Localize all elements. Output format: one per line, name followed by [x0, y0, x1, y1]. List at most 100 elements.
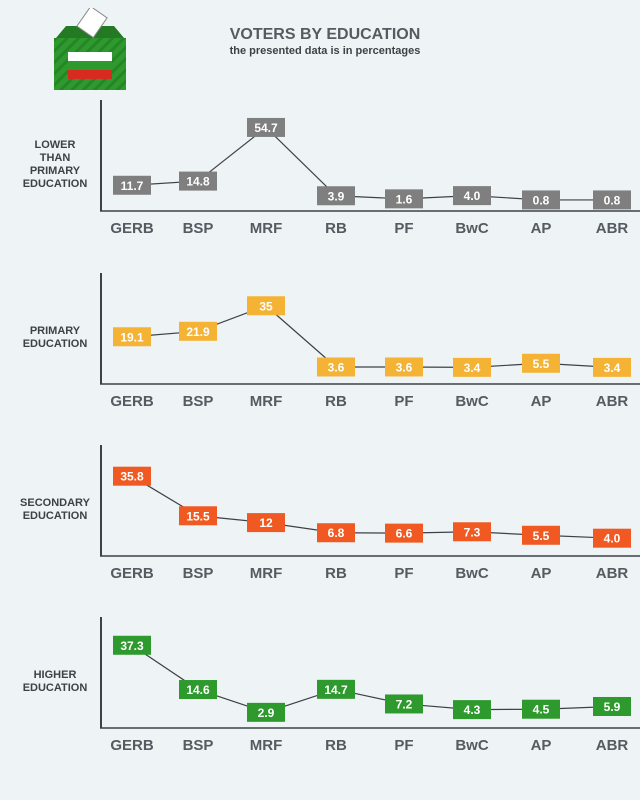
data-marker [593, 357, 631, 377]
x-tick-label: GERB [110, 220, 154, 237]
data-marker [247, 117, 285, 137]
data-marker [247, 296, 285, 316]
data-marker [385, 189, 423, 209]
row-label-line: EDUCATION [22, 338, 88, 350]
data-label: 35.8 [120, 470, 144, 484]
chart-panel: SECONDARY EDUCATION 35.8 15.5 12 6.8 6.6 7.3 5.5… [0, 440, 640, 590]
data-marker [593, 528, 631, 548]
data-point: 5.5 [522, 353, 560, 373]
data-point: 4.0 [453, 186, 491, 206]
x-tick-label: MRF [250, 737, 283, 754]
line-chart: 35.8 15.5 12 6.8 6.6 7.3 5.5 4.0 GERB BSP MRF RB PF B… [100, 445, 640, 582]
data-label: 54.7 [254, 121, 278, 135]
data-point: 4.3 [453, 700, 491, 720]
data-point: 7.3 [453, 522, 491, 542]
data-label: 7.3 [464, 525, 481, 539]
data-point: 5.9 [593, 696, 631, 716]
data-point: 14.8 [179, 171, 217, 191]
data-label: 4.0 [604, 532, 621, 546]
data-label: 11.7 [121, 179, 144, 193]
data-marker [179, 680, 217, 700]
x-tick-label: ABR [596, 220, 629, 237]
data-point: 14.6 [179, 680, 217, 700]
data-point: 35.8 [113, 466, 151, 486]
data-marker [453, 522, 491, 542]
data-point: 2.9 [247, 702, 285, 722]
data-point: 5.5 [522, 525, 560, 545]
data-point: 12 [247, 513, 285, 533]
data-marker [522, 190, 560, 210]
data-point: 0.8 [593, 190, 631, 210]
line-chart: 37.3 14.6 2.9 14.7 7.2 4.3 4.5 5.9 GERB BSP MRF RB P… [100, 617, 640, 754]
data-marker [113, 466, 151, 486]
data-point: 3.6 [317, 357, 355, 377]
data-marker [593, 190, 631, 210]
data-marker [385, 694, 423, 714]
line-chart: 19.1 21.9 35 3.6 3.6 3.4 5.5 3.4 GERB BSP MRF RB PF B… [100, 273, 640, 410]
data-point: 21.9 [179, 321, 217, 341]
data-label: 0.8 [604, 193, 621, 207]
data-label: 7.2 [396, 697, 413, 711]
data-label: 14.6 [186, 683, 210, 697]
data-point: 15.5 [179, 506, 217, 526]
data-label: 3.4 [464, 361, 481, 375]
x-tick-label: RB [325, 737, 347, 754]
data-label: 5.9 [604, 700, 621, 714]
data-label: 3.4 [604, 361, 621, 375]
data-label: 5.5 [533, 357, 550, 371]
data-label: 14.8 [186, 175, 210, 189]
row-label: PRIMARY EDUCATION [6, 325, 104, 351]
data-label: 15.5 [186, 509, 210, 523]
data-marker [522, 525, 560, 545]
data-label: 3.9 [328, 189, 345, 203]
x-tick-label: PF [394, 393, 413, 410]
data-marker [113, 327, 151, 347]
data-point: 3.4 [453, 357, 491, 377]
data-label: 5.5 [533, 529, 550, 543]
data-label: 2.9 [258, 706, 275, 720]
x-tick-label: PF [394, 220, 413, 237]
chart-title: VOTERS BY EDUCATION [229, 26, 421, 43]
data-marker [317, 357, 355, 377]
data-marker [453, 357, 491, 377]
data-point: 3.9 [317, 186, 355, 206]
x-tick-label: PF [394, 565, 413, 582]
data-marker [113, 635, 151, 655]
data-marker [179, 321, 217, 341]
x-tick-label: MRF [250, 393, 283, 410]
line-chart: 11.7 14.8 54.7 3.9 1.6 4.0 0.8 0.8 GERB BSP MRF RB P… [100, 100, 640, 237]
data-label: 3.6 [328, 360, 345, 374]
x-tick-label: BwC [455, 220, 489, 237]
x-tick-label: AP [531, 737, 552, 754]
x-tick-label: BwC [455, 565, 489, 582]
row-label-line: PRIMARY [29, 325, 81, 337]
x-tick-label: AP [531, 565, 552, 582]
x-tick-label: RB [325, 393, 347, 410]
data-marker [179, 171, 217, 191]
data-marker [453, 700, 491, 720]
data-marker [385, 523, 423, 543]
x-tick-label: BSP [183, 565, 214, 582]
row-label-line: THAN [39, 152, 71, 164]
data-point: 7.2 [385, 694, 423, 714]
x-tick-label: ABR [596, 737, 629, 754]
data-point: 14.7 [317, 679, 355, 699]
x-tick-label: AP [531, 220, 552, 237]
data-label: 12 [259, 516, 273, 530]
data-marker [522, 353, 560, 373]
data-point: 6.8 [317, 523, 355, 543]
data-point: 54.7 [247, 117, 285, 137]
data-marker [113, 175, 151, 195]
x-tick-label: RB [325, 220, 347, 237]
data-label: 4.3 [464, 703, 481, 717]
x-tick-label: PF [394, 737, 413, 754]
row-label-line: SECONDARY [20, 497, 90, 509]
row-label-line: LOWER [34, 139, 76, 151]
x-tick-label: GERB [110, 565, 154, 582]
x-tick-label: BSP [183, 220, 214, 237]
ballot-box-icon [50, 5, 130, 99]
data-marker [247, 513, 285, 533]
data-label: 0.8 [533, 193, 550, 207]
data-marker [385, 357, 423, 377]
data-label: 3.6 [396, 360, 413, 374]
